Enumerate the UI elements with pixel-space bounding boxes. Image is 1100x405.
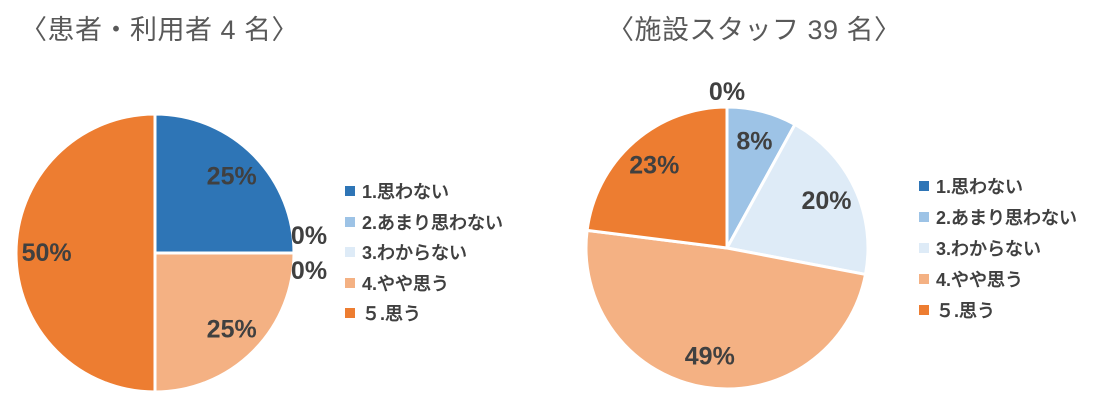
legend-swatch [919, 211, 929, 222]
legend-item-label: 4.やや思う [362, 273, 450, 294]
legend-item-label: ５.思う [936, 300, 996, 321]
pie-data-label: 50% [22, 239, 72, 267]
pie-slice-4 [153, 251, 296, 394]
pie-data-label: 0% [291, 257, 327, 285]
legend-item: ５.思う [919, 294, 1077, 325]
pie-data-label: 0% [709, 78, 745, 106]
legend-swatch [919, 304, 929, 315]
legend-item-label: 2.あまり思わない [362, 212, 504, 233]
pie-chart-staff: 0% 8% 20% 49% 23% [584, 78, 870, 391]
legend-item: 1.思わない [345, 176, 503, 207]
legend-item-label: ５.思う [362, 304, 422, 325]
chart-title-patients: 〈患者・利用者 4 名〉 [20, 15, 300, 45]
legend-item: 2.あまり思わない [345, 207, 503, 238]
pie-data-label: 23% [629, 152, 679, 180]
legend-patients: 1.思わない 2.あまり思わない 3.わからない 4.やや思う ５.思う [345, 176, 503, 329]
legend-item-label: 1.思わない [362, 182, 450, 203]
pie-data-label: 8% [736, 128, 772, 156]
legend-staff: 1.思わない 2.あまり思わない 3.わからない 4.やや思う ５.思う [919, 170, 1077, 325]
pie-slice-4 [584, 228, 867, 391]
pie-data-label: 20% [801, 187, 851, 215]
pie-data-label: 25% [207, 316, 257, 344]
legend-item: 4.やや思う [919, 263, 1077, 294]
chart-title-staff: 〈施設スタッフ 39 名〉 [607, 15, 902, 45]
legend-item-label: 4.やや思う [936, 269, 1024, 290]
pie-data-label: 0% [291, 222, 327, 250]
pie-slice-3 [725, 122, 870, 276]
legend-swatch [345, 308, 355, 319]
legend-item-label: 1.思わない [936, 176, 1024, 197]
pie-chart-patients: 25% 0% 0% 25% 50% [14, 112, 327, 394]
pie-data-label: 49% [685, 343, 735, 371]
legend-swatch [919, 242, 929, 253]
pie-slice-5 [14, 112, 157, 394]
pie-data-label: 25% [207, 162, 257, 190]
legend-item: 2.あまり思わない [919, 201, 1077, 232]
legend-item-label: 2.あまり思わない [936, 207, 1078, 228]
legend-item-label: 3.わからない [936, 238, 1042, 259]
legend-item: ５.思う [345, 298, 503, 329]
pie-slice-5 [585, 105, 729, 250]
legend-item: 1.思わない [919, 170, 1077, 201]
legend-item: 3.わからない [919, 232, 1077, 263]
legend-item: 3.わからない [345, 237, 503, 268]
legend-item: 4.やや思う [345, 268, 503, 299]
legend-item-label: 3.わからない [362, 243, 468, 264]
legend-swatch [345, 247, 355, 258]
legend-swatch [345, 186, 355, 197]
legend-swatch [345, 216, 355, 227]
pie-slice-1 [153, 112, 296, 255]
legend-swatch [919, 273, 929, 284]
legend-swatch [919, 180, 929, 191]
legend-swatch [345, 277, 355, 288]
